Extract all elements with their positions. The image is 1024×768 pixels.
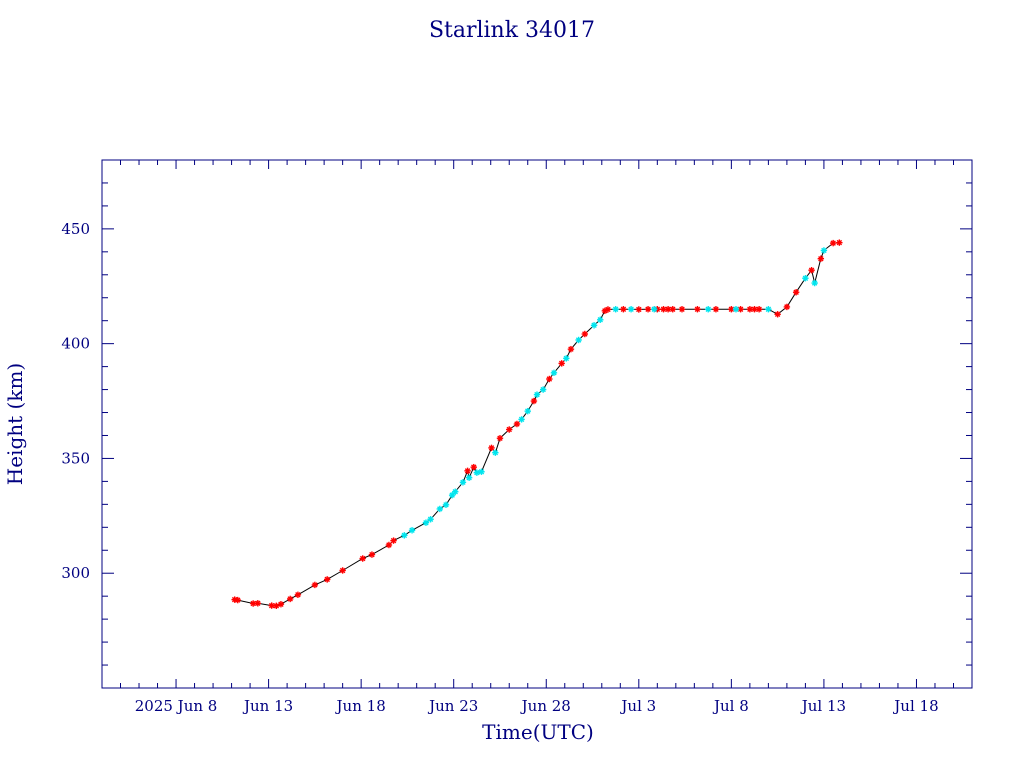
cyan-point — [459, 479, 467, 486]
cyan-point — [732, 306, 740, 313]
red-point — [277, 601, 285, 608]
cyan-point — [408, 527, 416, 534]
red-point — [669, 306, 676, 313]
cyan-point — [465, 474, 473, 481]
axis-tick-labels: 2025 Jun 8 Jun 13 Jun 18 Jun 23 Jun 28 Jul 3 J… — [61, 220, 938, 715]
red-point — [808, 266, 815, 274]
red-point — [339, 567, 346, 574]
red-point — [817, 255, 825, 262]
cyan-point — [452, 488, 459, 495]
cyan-point — [651, 306, 658, 313]
red-point — [470, 463, 477, 471]
cyan-point — [802, 275, 809, 282]
cyan-point — [518, 416, 525, 423]
cyan-point — [442, 501, 450, 509]
cyan-point — [401, 532, 408, 539]
cyan-point — [533, 391, 541, 398]
cyan-point — [473, 469, 481, 476]
x-tick-label: Jun 23 — [427, 697, 478, 715]
y-tick-label: 300 — [61, 564, 90, 582]
cyan-point — [705, 306, 712, 313]
cyan-point — [597, 316, 604, 323]
cyan-point — [539, 386, 547, 393]
red-point — [644, 306, 652, 313]
red-point — [620, 306, 627, 313]
height-trace-line — [234, 242, 840, 607]
red-point — [604, 306, 612, 313]
red-point — [755, 306, 763, 313]
red-point — [464, 467, 471, 475]
y-axis-label: Height (km) — [3, 363, 27, 485]
red-point — [678, 306, 686, 313]
x-tick-label: Jul 13 — [800, 697, 846, 715]
data-points — [231, 239, 843, 610]
cyan-point — [427, 516, 434, 523]
red-point — [558, 360, 565, 367]
red-point — [324, 576, 331, 583]
red-point — [311, 581, 319, 589]
x-tick-label: Jun 28 — [520, 697, 571, 715]
red-point — [496, 435, 504, 442]
red-point — [294, 591, 302, 598]
red-point — [712, 306, 720, 313]
red-point — [359, 555, 366, 562]
cyan-point — [563, 355, 570, 362]
x-axis-label: Time(UTC) — [482, 720, 594, 744]
cyan-point — [820, 247, 828, 254]
red-point — [368, 551, 376, 558]
red-point — [746, 306, 754, 313]
y-tick-label: 350 — [61, 449, 90, 467]
red-point — [488, 444, 495, 452]
cyan-point — [478, 468, 485, 475]
chart-title: Starlink 34017 — [429, 18, 595, 43]
cyan-point — [590, 322, 598, 329]
cyan-point — [627, 306, 635, 313]
x-tick-label: Jul 8 — [712, 697, 749, 715]
y-tick-label: 400 — [61, 335, 90, 353]
red-point — [513, 420, 521, 428]
x-tick-label: Jul 18 — [892, 697, 938, 715]
y-tick-label: 450 — [61, 220, 90, 238]
red-point — [286, 595, 294, 603]
red-point — [390, 537, 397, 544]
red-point — [254, 600, 261, 607]
cyan-point — [524, 407, 531, 415]
x-tick-label: Jul 3 — [619, 697, 656, 715]
red-point — [581, 330, 589, 338]
red-point — [567, 345, 575, 353]
red-point — [635, 306, 643, 313]
red-point — [694, 306, 701, 313]
cyan-point — [550, 369, 558, 377]
cyan-point — [765, 306, 772, 313]
red-point — [530, 397, 538, 405]
cyan-point — [436, 505, 444, 513]
red-point — [829, 239, 837, 247]
cyan-point — [422, 519, 430, 526]
red-point — [385, 541, 393, 549]
x-tick-label: Jun 13 — [242, 697, 293, 715]
x-tick-label: 2025 Jun 8 — [135, 697, 218, 715]
red-point — [546, 375, 553, 383]
red-point — [774, 311, 781, 318]
x-tick-label: Jun 18 — [335, 697, 386, 715]
axis-ticks — [101, 159, 973, 689]
red-point — [836, 239, 843, 246]
red-point — [506, 426, 513, 433]
red-point — [783, 303, 791, 311]
cyan-point — [575, 336, 582, 344]
red-point — [792, 289, 800, 296]
red-point — [234, 596, 241, 604]
cyan-point — [811, 279, 818, 287]
plot-frame — [101, 159, 973, 689]
cyan-point — [612, 306, 619, 313]
cyan-point — [492, 449, 499, 456]
